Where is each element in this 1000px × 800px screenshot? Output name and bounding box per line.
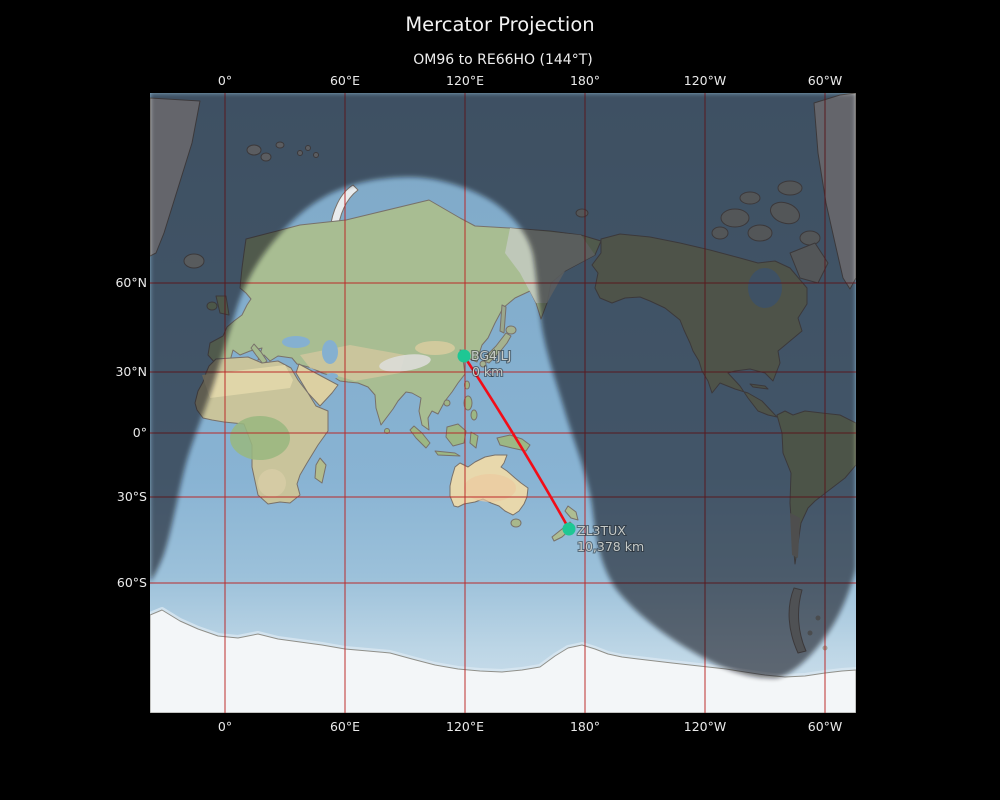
- bottom-lon-tick: 180°: [569, 719, 601, 734]
- world-map: BG4JLJ 0 km ZL3TUX 10,378 km: [148, 92, 857, 714]
- marker-to-station: [562, 522, 576, 536]
- from-callsign-label: BG4JLJ: [471, 348, 511, 363]
- sakhalin: [499, 304, 507, 334]
- from-distance-label: 0 km: [472, 364, 503, 379]
- marker-from-station: [457, 349, 471, 363]
- kyushu: [479, 360, 487, 368]
- route-subtitle: OM96 to RE66HO (144°T): [413, 52, 593, 68]
- left-lat-tick: 0°: [132, 425, 147, 440]
- hainan: [443, 399, 451, 407]
- bottom-lon-tick: 120°W: [683, 719, 727, 734]
- mercator-map-svg: BG4JLJ 0 km ZL3TUX 10,378 km: [148, 92, 857, 714]
- hokkaido: [505, 325, 517, 335]
- night-terminator-shading: [150, 93, 856, 679]
- to-callsign-label: ZL3TUX: [577, 523, 626, 538]
- inland-seas: [282, 336, 338, 379]
- bottom-lon-tick: 0°: [217, 719, 233, 734]
- philippines: [463, 395, 478, 421]
- australia-outback: [464, 474, 516, 502]
- new-zealand-north-island: [564, 505, 579, 521]
- great-circle-track: [462, 355, 571, 530]
- top-lon-tick: 120°E: [445, 73, 485, 88]
- top-lon-tick: 0°: [217, 73, 233, 88]
- tasmania: [510, 518, 522, 528]
- to-distance-label: 10,378 km: [577, 539, 644, 554]
- left-lat-tick: 30°N: [115, 364, 147, 379]
- bottom-lon-tick: 60°E: [329, 719, 361, 734]
- japan: [483, 332, 512, 364]
- top-lon-tick: 60°E: [329, 73, 361, 88]
- top-lon-tick: 120°W: [683, 73, 727, 88]
- left-lat-tick: 30°S: [116, 489, 147, 504]
- madagascar: [314, 457, 327, 484]
- bottom-lon-tick: 60°W: [807, 719, 843, 734]
- page-title: Mercator Projection: [405, 13, 595, 36]
- top-lon-tick: 60°W: [807, 73, 843, 88]
- left-lat-tick: 60°S: [116, 575, 147, 590]
- left-lat-tick: 60°N: [115, 275, 147, 290]
- top-lon-tick: 180°: [569, 73, 601, 88]
- bottom-lon-tick: 120°E: [445, 719, 485, 734]
